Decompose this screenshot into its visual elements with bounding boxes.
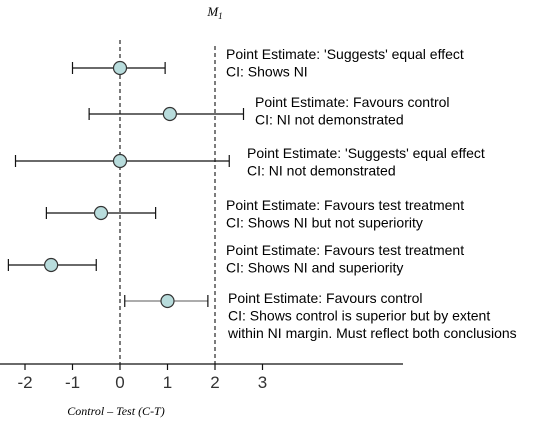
x-tick-label: -2 (17, 373, 32, 392)
row-label: Point Estimate: 'Suggests' equal effect C… (226, 46, 464, 80)
row-label-line: CI: NI not demonstrated (255, 112, 404, 128)
point-estimate-marker (44, 257, 59, 273)
row-label-line: Point Estimate: Favours test treatment (226, 197, 464, 213)
point-estimate-marker (162, 106, 177, 122)
x-tick-label: -1 (65, 373, 80, 392)
row-label: Point Estimate: Favours control CI: Shows… (227, 290, 517, 341)
estimate-row (14, 153, 230, 169)
row-label-line: within NI margin. Must reflect both conc… (227, 325, 517, 341)
estimate-row (7, 257, 97, 273)
ni-margin-label: M1 (206, 4, 222, 21)
row-label-line: CI: NI not demonstrated (247, 163, 396, 179)
estimate-row (45, 205, 157, 221)
x-tick-label: 2 (210, 373, 219, 392)
point-estimate-marker (93, 205, 109, 221)
row-label-line: Point Estimate: Favours control (255, 94, 450, 110)
row-label-line: CI: Shows NI but not superiority (226, 215, 423, 231)
x-tick-label: 3 (258, 373, 267, 392)
row-label: Point Estimate: 'Suggests' equal effect C… (247, 145, 485, 179)
reference-lines: M1 (119, 4, 223, 364)
x-axis-label: Control – Test (C-T) (67, 404, 164, 418)
axis-layer: -2 -1 0 1 2 3 Control – Test (C-T) (0, 363, 403, 418)
estimate-row (88, 106, 245, 122)
row-label-line: Point Estimate: Favours control (228, 290, 423, 306)
estimate-row (124, 293, 209, 309)
row-label: Point Estimate: Favours control CI: NI no… (255, 94, 450, 128)
row-label-line: Point Estimate: 'Suggests' equal effect (247, 145, 485, 161)
estimate-rows (7, 60, 245, 309)
point-estimate-marker (112, 60, 128, 76)
point-estimate-marker (160, 293, 175, 309)
row-labels: Point Estimate: 'Suggests' equal effect C… (226, 46, 517, 341)
x-tick-label: 1 (163, 373, 172, 392)
row-label-line: CI: Shows control is superior but by ext… (228, 308, 490, 324)
row-label: Point Estimate: Favours test treatment CI… (226, 242, 464, 276)
point-estimate-marker (112, 153, 128, 169)
row-label-line: Point Estimate: 'Suggests' equal effect (226, 46, 464, 62)
x-tick-label: 0 (115, 373, 124, 392)
estimate-row (71, 60, 166, 76)
row-label-line: CI: Shows NI and superiority (226, 260, 403, 276)
row-label-line: Point Estimate: Favours test treatment (226, 242, 464, 258)
row-label-line: CI: Shows NI (226, 64, 308, 80)
row-label: Point Estimate: Favours test treatment CI… (226, 197, 464, 231)
